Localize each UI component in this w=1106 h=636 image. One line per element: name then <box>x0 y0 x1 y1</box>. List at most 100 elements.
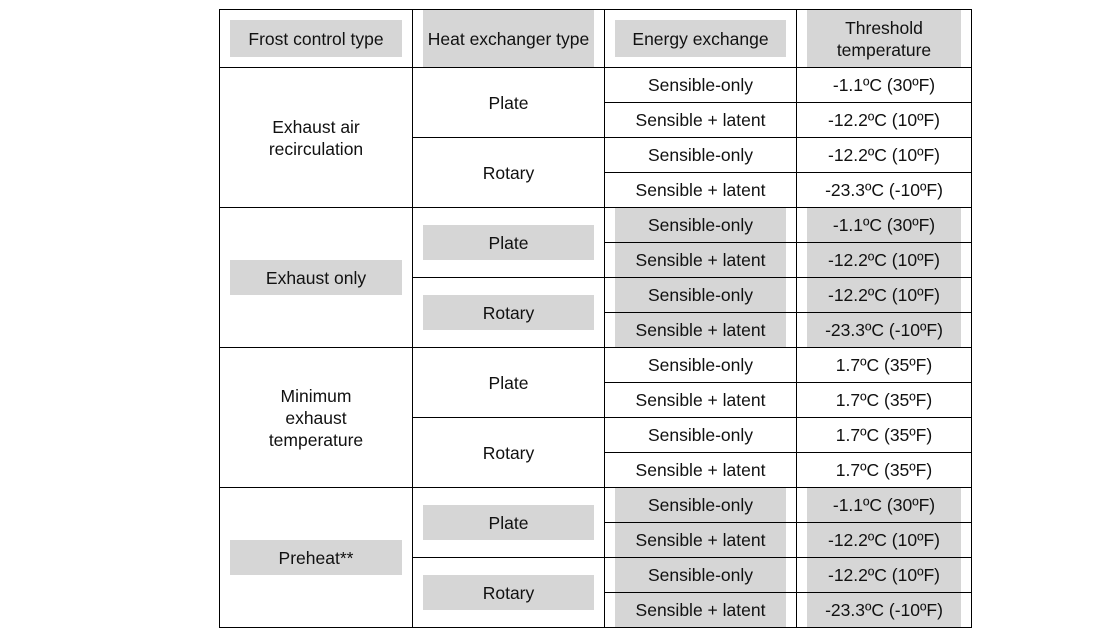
heat-exchanger-label: Rotary <box>482 442 535 463</box>
table-row: Preheat** Plate Sensible-only -1.1ºC (30ºF) <box>219 487 972 628</box>
threshold-temperature-label: -12.2ºC (10ºF) <box>828 110 940 130</box>
threshold-temperature-cell: -12.2ºC (10ºF) <box>796 242 972 278</box>
heat-exchanger-shade: Plate <box>423 505 594 540</box>
energy-exchange-shade: Sensible + latent <box>615 523 786 557</box>
header-frost-control-type: Frost control type <box>219 9 413 68</box>
energy-exchange-shade: Sensible-only <box>615 208 786 242</box>
energy-exchange-label: Sensible + latent <box>635 320 766 340</box>
threshold-temperature-label: -23.3ºC (-10ºF) <box>825 180 943 200</box>
frost-control-label: Minimum exhaust temperature <box>268 385 364 450</box>
header-threshold-temperature: Threshold temperature <box>796 9 972 68</box>
energy-exchange-cell: Sensible-only <box>604 417 797 453</box>
energy-exchange-label: Sensible-only <box>647 285 754 305</box>
threshold-temperature-cell: 1.7ºC (35ºF) <box>796 382 972 418</box>
threshold-temperature-shade: -12.2ºC (10ºF) <box>807 278 961 312</box>
energy-exchange-label: Sensible-only <box>647 495 754 515</box>
threshold-temperature-shade: -23.3ºC (-10ºF) <box>807 313 961 347</box>
energy-exchange-label: Sensible + latent <box>635 110 766 130</box>
table-row: Sensible + latent 1.7ºC (35ºF) <box>220 452 972 488</box>
energy-exchange-cell: Sensible + latent <box>604 382 797 418</box>
table-row: Sensible + latent 1.7ºC (35ºF) <box>220 382 972 418</box>
heat-exchanger-label: Rotary <box>482 582 535 603</box>
frost-control-table-container: Frost control type Heat exchanger type E… <box>219 9 972 628</box>
header-label: Threshold temperature <box>836 17 932 60</box>
heat-exchanger-label: Rotary <box>482 162 535 183</box>
header-energy-exchange: Energy exchange <box>604 9 797 68</box>
threshold-temperature-shade: -12.2ºC (10ºF) <box>807 558 961 592</box>
energy-exchange-cell: Sensible-only <box>604 137 797 173</box>
energy-exchange-shade: Sensible-only <box>615 488 786 522</box>
frost-control-cell: Exhaust only <box>219 207 413 348</box>
heat-exchanger-label: Plate <box>488 232 529 253</box>
header-heat-exchanger-type: Heat exchanger type <box>412 9 605 68</box>
heat-exchanger-shade: Rotary <box>423 295 594 330</box>
table-row: Sensible + latent -12.2ºC (10ºF) <box>220 102 972 138</box>
threshold-temperature-cell: -12.2ºC (10ºF) <box>796 277 972 313</box>
energy-exchange-cell: Sensible-only <box>604 487 797 523</box>
heat-exchanger-label: Plate <box>488 372 529 393</box>
energy-exchange-label: Sensible + latent <box>635 530 766 550</box>
threshold-temperature-cell: 1.7ºC (35ºF) <box>796 452 972 488</box>
energy-exchange-label: Sensible-only <box>647 355 754 375</box>
threshold-temperature-label: -1.1ºC (30ºF) <box>832 75 936 95</box>
header-label: Frost control type <box>248 28 384 49</box>
threshold-temperature-cell: -12.2ºC (10ºF) <box>796 522 972 558</box>
threshold-temperature-label: -12.2ºC (10ºF) <box>828 565 940 585</box>
energy-exchange-cell: Sensible + latent <box>604 102 797 138</box>
heat-exchanger-cell: Rotary <box>412 557 605 628</box>
header-label: Heat exchanger type <box>427 28 590 49</box>
threshold-temperature-cell: -23.3ºC (-10ºF) <box>796 172 972 208</box>
energy-exchange-cell: Sensible-only <box>604 347 797 383</box>
threshold-temperature-shade: -1.1ºC (30ºF) <box>807 208 961 242</box>
heat-exchanger-label: Plate <box>488 512 529 533</box>
heat-exchanger-cell: Rotary <box>412 277 605 348</box>
energy-exchange-label: Sensible-only <box>647 75 754 95</box>
threshold-temperature-cell: -12.2ºC (10ºF) <box>796 137 972 173</box>
table-row: Exhaust only Plate Sensible-only -1.1ºC (30… <box>219 207 972 348</box>
energy-exchange-shade: Sensible + latent <box>615 243 786 277</box>
threshold-temperature-shade: -12.2ºC (10ºF) <box>807 523 961 557</box>
energy-exchange-shade: Sensible + latent <box>615 593 786 627</box>
heat-exchanger-shade: Rotary <box>423 575 594 610</box>
energy-exchange-label: Sensible + latent <box>635 600 766 620</box>
energy-exchange-label: Sensible-only <box>647 425 754 445</box>
frost-control-shade: Preheat** <box>230 540 402 575</box>
header-row: Frost control type Heat exchanger type E… <box>219 9 972 68</box>
energy-exchange-label: Sensible-only <box>647 565 754 585</box>
frost-control-cell: Preheat** <box>219 487 413 628</box>
energy-exchange-shade: Sensible-only <box>615 278 786 312</box>
energy-exchange-cell: Sensible-only <box>604 277 797 313</box>
threshold-temperature-shade: -12.2ºC (10ºF) <box>807 243 961 277</box>
energy-exchange-label: Sensible + latent <box>635 180 766 200</box>
threshold-temperature-label: 1.7ºC (35ºF) <box>835 460 933 480</box>
threshold-temperature-cell: -1.1ºC (30ºF) <box>796 207 972 243</box>
energy-exchange-label: Sensible-only <box>647 215 754 235</box>
table-body: Exhaust air recirculation Plate Sensible-o… <box>219 67 972 628</box>
header-shade: Threshold temperature <box>807 10 961 67</box>
table-row: Rotary Sensible-only -12.2ºC (10ºF) <box>220 557 972 628</box>
heat-exchanger-cell: Plate <box>412 487 605 558</box>
frost-control-table: Frost control type Heat exchanger type E… <box>219 9 972 628</box>
threshold-temperature-cell: -23.3ºC (-10ºF) <box>796 312 972 348</box>
threshold-temperature-label: -12.2ºC (10ºF) <box>828 145 940 165</box>
threshold-temperature-label: -1.1ºC (30ºF) <box>832 215 936 235</box>
heat-exchanger-shade: Plate <box>423 225 594 260</box>
threshold-temperature-label: -23.3ºC (-10ºF) <box>825 320 943 340</box>
threshold-temperature-cell: -12.2ºC (10ºF) <box>796 102 972 138</box>
header-shade: Frost control type <box>230 20 402 57</box>
energy-exchange-label: Sensible + latent <box>635 460 766 480</box>
frost-control-cell: Minimum exhaust temperature <box>219 347 413 488</box>
threshold-temperature-label: -12.2ºC (10ºF) <box>828 250 940 270</box>
heat-exchanger-label: Plate <box>488 92 529 113</box>
energy-exchange-label: Sensible + latent <box>635 390 766 410</box>
table-row: Minimum exhaust temperature Plate Sensible… <box>219 347 972 488</box>
header-shade: Heat exchanger type <box>423 10 594 67</box>
threshold-temperature-cell: -1.1ºC (30ºF) <box>796 67 972 103</box>
energy-exchange-cell: Sensible + latent <box>604 312 797 348</box>
table-row: Sensible + latent -23.3ºC (-10ºF) <box>220 312 972 348</box>
energy-exchange-cell: Sensible + latent <box>604 242 797 278</box>
energy-exchange-label: Sensible-only <box>647 145 754 165</box>
header-shade: Energy exchange <box>615 20 786 57</box>
energy-exchange-cell: Sensible-only <box>604 67 797 103</box>
energy-exchange-cell: Sensible-only <box>604 557 797 593</box>
